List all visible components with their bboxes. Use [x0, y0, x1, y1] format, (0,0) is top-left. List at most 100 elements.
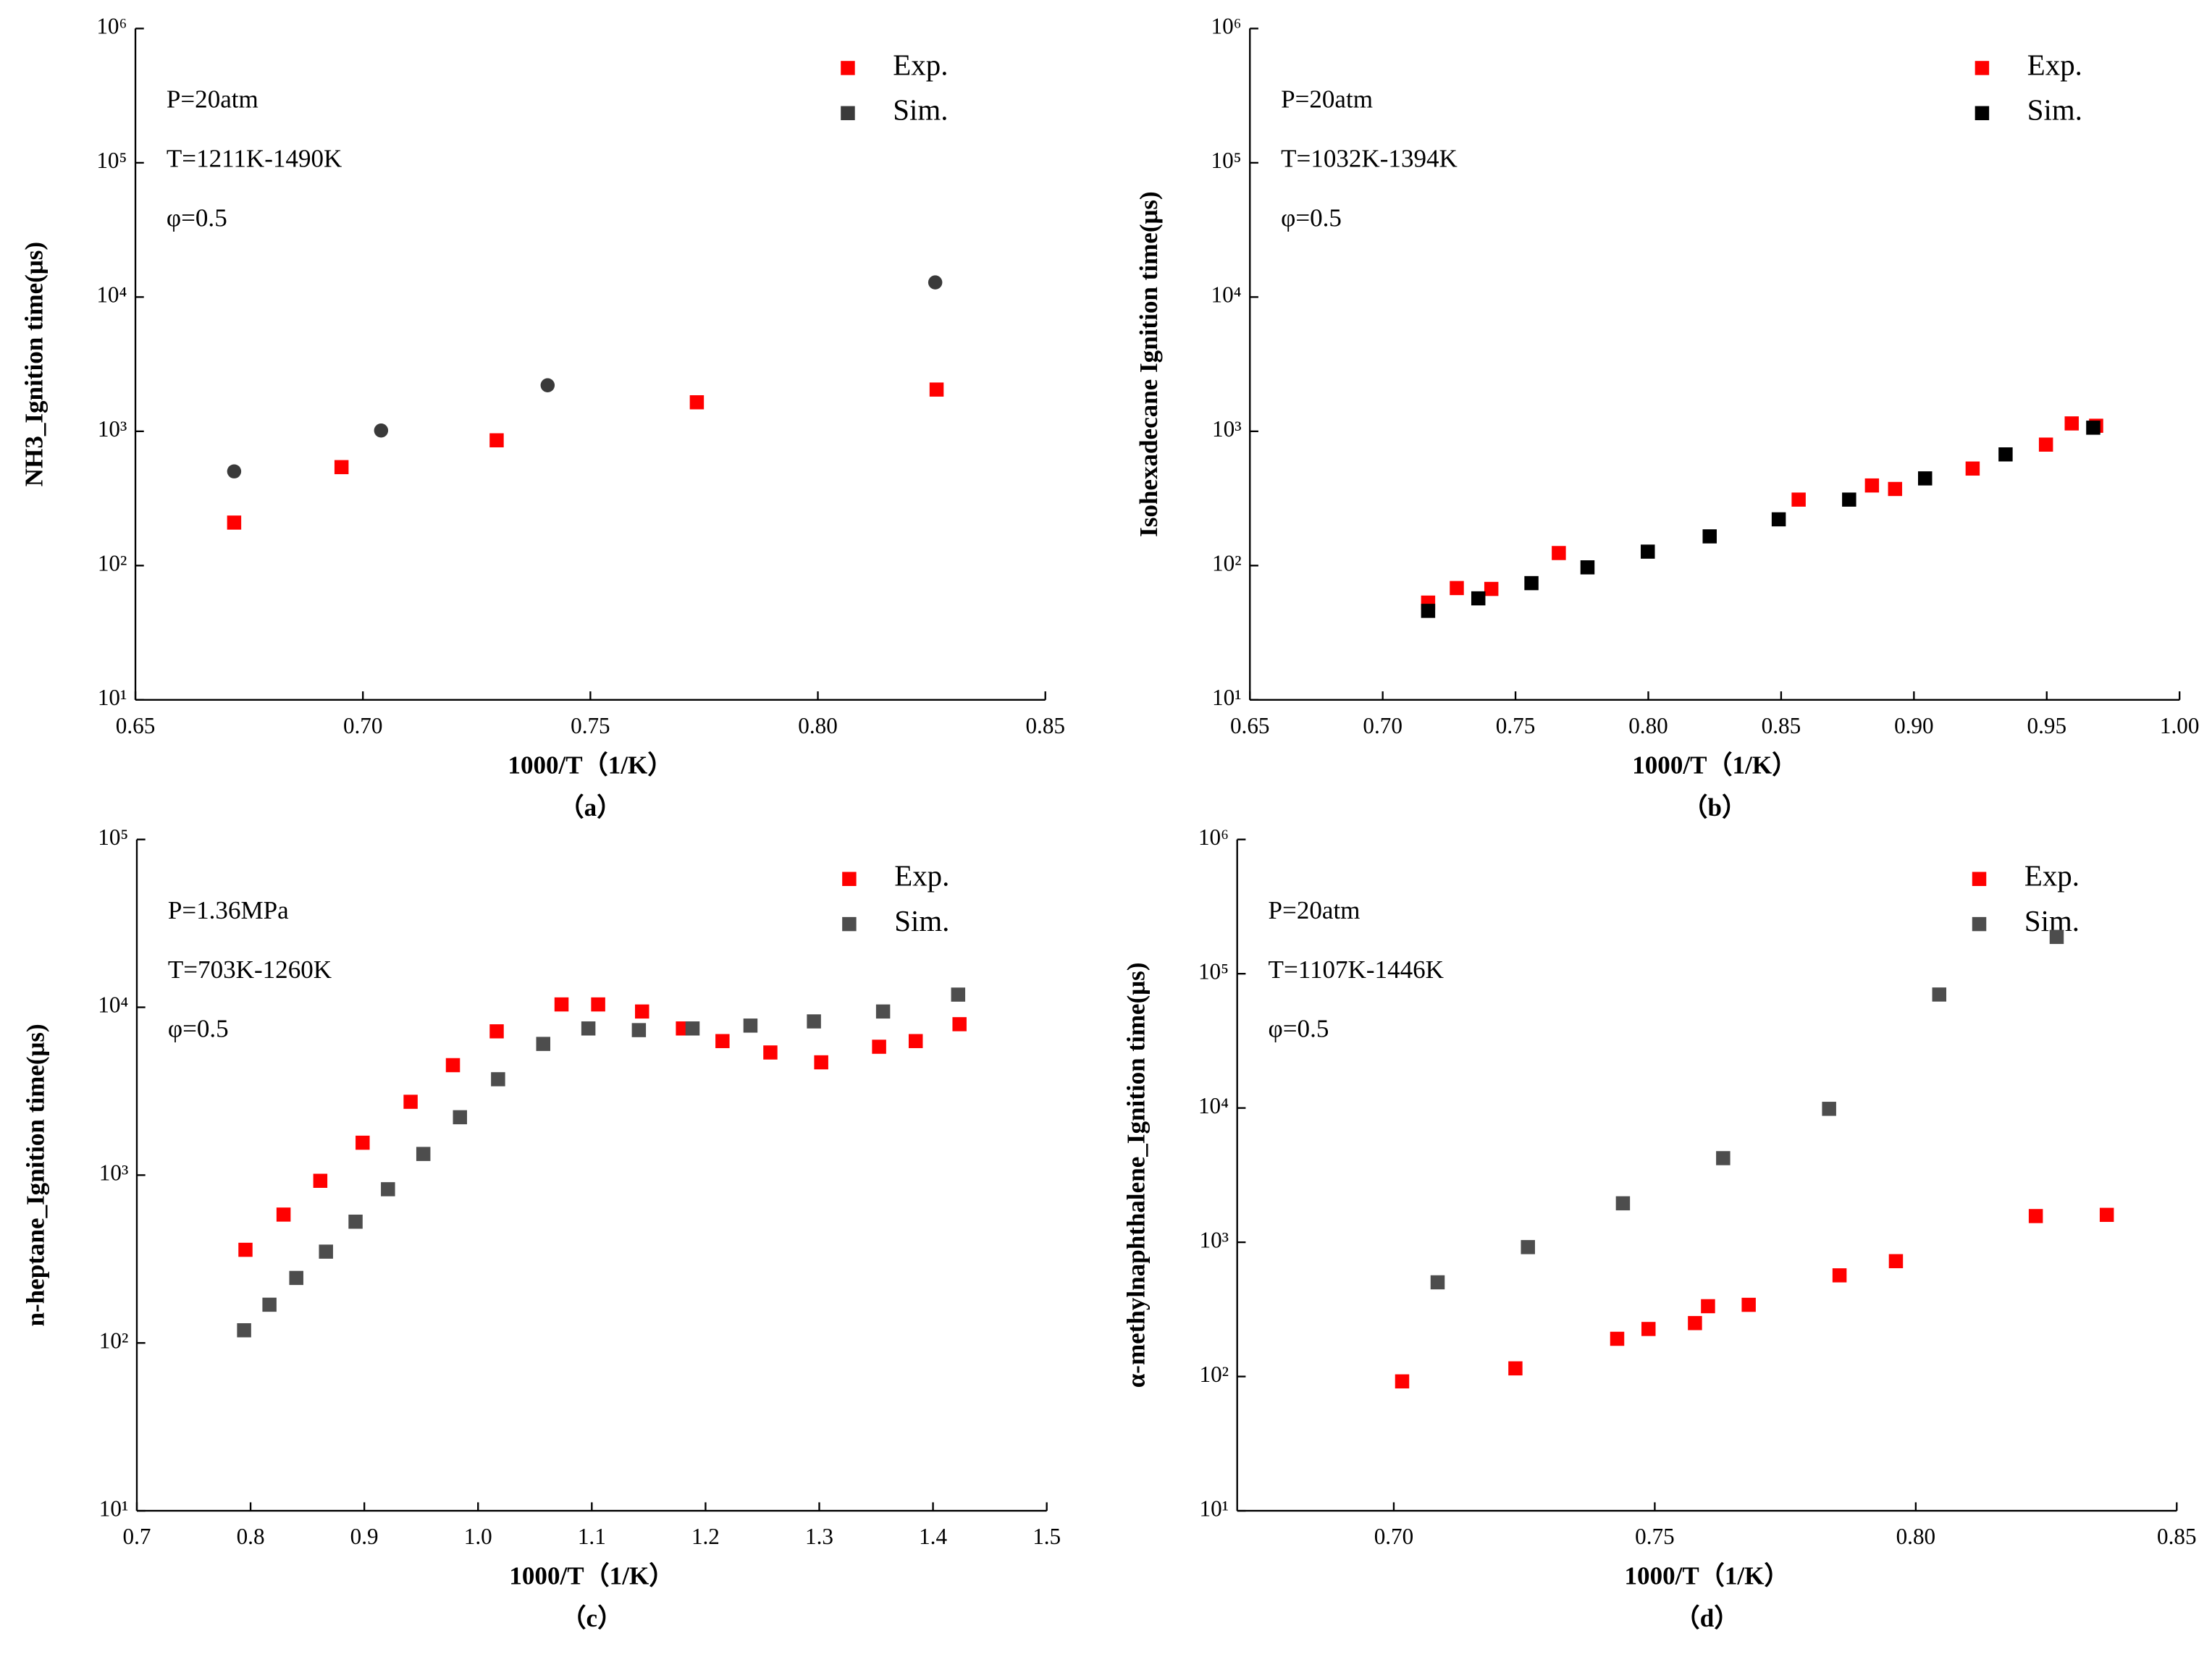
point — [689, 395, 705, 410]
x-tick-label: 0.80 — [1896, 1524, 1936, 1549]
point — [237, 1323, 251, 1338]
x-tick-label: 1.4 — [919, 1524, 947, 1549]
annotation: P=1.36MPa — [168, 896, 289, 924]
x-tick-label: 0.85 — [1025, 713, 1065, 738]
x-tick-label: 0.70 — [1363, 713, 1403, 738]
legend-label: Exp. — [894, 860, 949, 893]
point — [374, 423, 389, 438]
point — [289, 1270, 303, 1286]
annotation: φ=0.5 — [167, 203, 227, 232]
x-tick-label: 1.5 — [1033, 1524, 1061, 1549]
point — [1771, 512, 1786, 527]
point — [381, 1182, 395, 1197]
point — [1822, 1102, 1836, 1116]
annotation: T=703K-1260K — [168, 956, 332, 984]
y-tick-label: 10² — [98, 550, 127, 575]
x-tick-label: 0.70 — [1374, 1524, 1414, 1549]
legend-marker — [841, 106, 855, 121]
point — [763, 1045, 778, 1060]
point — [1430, 1275, 1445, 1290]
annotation: P=20atm — [1281, 85, 1373, 114]
point — [1888, 1254, 1904, 1269]
point — [1998, 447, 2013, 462]
point — [540, 378, 555, 392]
y-tick-label: 10⁶ — [96, 14, 127, 39]
point — [581, 1021, 596, 1036]
x-tick-label: 0.95 — [2027, 713, 2067, 738]
point — [951, 987, 966, 1002]
y-tick-label: 10⁴ — [1211, 282, 1242, 308]
caption: （c） — [560, 1604, 623, 1632]
legend-label: Sim. — [893, 94, 948, 127]
point — [591, 997, 605, 1012]
point — [554, 997, 569, 1012]
annotation: P=20atm — [1269, 896, 1361, 924]
y-axis-label: Isohexadecane Ignition time(μs) — [1135, 191, 1163, 537]
legend-marker — [1975, 106, 1990, 121]
point — [1421, 604, 1436, 618]
y-tick-label: 10⁶ — [1198, 824, 1229, 850]
x-tick-label: 0.7 — [123, 1524, 151, 1549]
point — [1615, 1196, 1631, 1211]
y-tick-label: 10⁶ — [1211, 14, 1242, 39]
point — [1888, 481, 1903, 497]
point — [814, 1055, 828, 1070]
point — [1641, 1322, 1656, 1336]
point — [1702, 529, 1717, 544]
point — [631, 1023, 647, 1037]
point — [313, 1173, 328, 1188]
point — [1521, 1240, 1535, 1254]
y-tick-label: 10² — [1212, 550, 1242, 575]
x-tick-label: 0.85 — [1762, 713, 1801, 738]
y-tick-label: 10³ — [99, 1160, 129, 1186]
point — [262, 1297, 277, 1312]
x-tick-label: 0.90 — [1894, 713, 1934, 738]
point — [227, 515, 242, 530]
point — [319, 1244, 333, 1259]
point — [715, 1034, 730, 1048]
y-tick-label: 10² — [99, 1328, 129, 1353]
x-tick-label: 0.75 — [571, 713, 610, 738]
y-tick-label: 10⁵ — [96, 148, 127, 173]
legend-marker — [1972, 872, 1987, 886]
point — [928, 275, 943, 290]
point — [1864, 478, 1880, 493]
annotation: T=1107K-1446K — [1269, 956, 1444, 984]
point — [2086, 421, 2100, 435]
point — [1932, 987, 1947, 1002]
point — [929, 382, 944, 397]
point — [1450, 581, 1464, 596]
y-axis-label: n-heptane_Ignition time(μs) — [22, 1024, 50, 1326]
y-axis-label: NH3_Ignition time(μs) — [20, 242, 49, 486]
annotation: φ=0.5 — [1269, 1015, 1329, 1043]
annotation: φ=0.5 — [168, 1015, 229, 1043]
x-tick-label: 0.85 — [2157, 1524, 2197, 1549]
point — [1471, 591, 1486, 606]
annotation: φ=0.5 — [1281, 203, 1342, 232]
point — [453, 1110, 468, 1125]
x-tick-label: 0.9 — [350, 1524, 379, 1549]
x-tick-label: 0.8 — [237, 1524, 265, 1549]
point — [1552, 546, 1566, 560]
legend-marker — [841, 61, 855, 75]
point — [416, 1147, 431, 1161]
y-tick-label: 10⁴ — [96, 282, 127, 308]
point — [276, 1207, 291, 1222]
point — [489, 433, 504, 448]
point — [1791, 492, 1806, 507]
y-tick-label: 10¹ — [98, 685, 127, 710]
x-tick-label: 0.75 — [1635, 1524, 1675, 1549]
point — [875, 1004, 891, 1019]
annotation: T=1211K-1490K — [167, 145, 342, 173]
point — [1508, 1361, 1523, 1376]
point — [1716, 1151, 1731, 1165]
x-tick-label: 0.80 — [1628, 713, 1668, 738]
point — [1701, 1299, 1715, 1314]
legend-label: Exp. — [2024, 860, 2079, 893]
point — [2028, 1209, 2043, 1223]
x-tick-label: 1.2 — [691, 1524, 720, 1549]
point — [1918, 471, 1933, 486]
x-axis-label: 1000/T（1/K） — [1632, 751, 1797, 779]
annotation: T=1032K-1394K — [1281, 145, 1458, 173]
